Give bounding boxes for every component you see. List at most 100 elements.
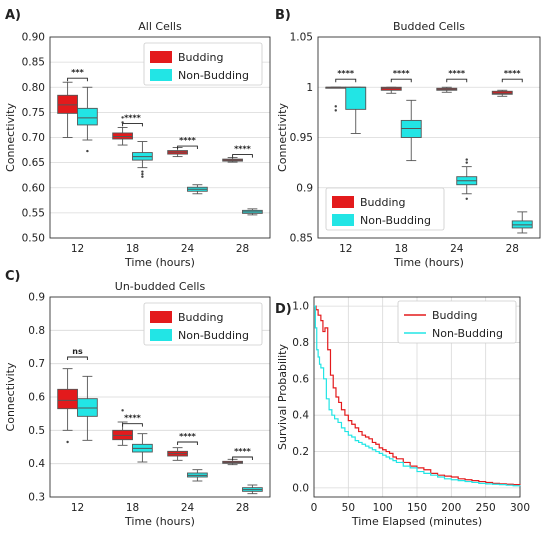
box-body [112, 132, 133, 140]
y-tick-label: 0.4 [292, 410, 309, 422]
significance-bracket [390, 78, 412, 83]
panel-b: B) Budded Cells 0.85 0.9 0.95 1 1.05 Time (hour… [275, 8, 541, 269]
x-tick-label: 200 [441, 502, 461, 514]
legend-label: Budding [360, 196, 406, 209]
box-non-budding-24 [187, 184, 208, 195]
x-tick-label: 28 [236, 243, 249, 255]
box-non-budding-18 [132, 433, 153, 463]
outlier-point [465, 161, 468, 164]
significance-label: **** [124, 113, 142, 122]
y-tick-label: 0.50 [22, 233, 45, 245]
axes-frame [49, 36, 271, 239]
outlier-point [86, 149, 89, 153]
legend-swatch [150, 329, 172, 341]
legend-label: Non-Budding [360, 214, 431, 227]
significance-bracket [67, 77, 88, 82]
x-axis-label: Time Elapsed (minutes) [351, 515, 482, 528]
legend-label: Budding [178, 51, 224, 64]
axes-frame [317, 36, 541, 239]
series-line-budding [314, 305, 521, 486]
box-body [57, 94, 78, 114]
box-budding-18 [112, 409, 133, 446]
significance-label: *** [71, 68, 84, 77]
legend-label: Budding [432, 309, 478, 322]
axes-frame [313, 296, 521, 498]
y-axis-label: Connectivity [276, 103, 289, 172]
significance-label: **** [179, 136, 197, 145]
y-tick-label: 0.8 [28, 325, 45, 337]
outlier-point [465, 158, 468, 161]
outlier-point [141, 170, 144, 173]
significance-label: **** [179, 432, 197, 441]
legend: Budding Non-Budding [325, 187, 445, 231]
y-tick-label: 0.80 [22, 82, 45, 94]
box-non-budding-18 [132, 141, 153, 178]
y-axis-label: Connectivity [4, 362, 17, 431]
y-tick-label: 0.9 [296, 182, 313, 194]
y-tick-label: 0.2 [292, 446, 309, 458]
y-tick-label: 0.70 [22, 132, 45, 144]
box-budding-28 [222, 458, 243, 466]
legend-box [325, 187, 445, 231]
box-body [380, 86, 402, 91]
y-tick-label: 0.55 [22, 207, 45, 219]
box-non-budding-18 [400, 99, 422, 162]
box-body [511, 220, 533, 229]
x-tick-label: 12 [339, 243, 352, 255]
y-tick-label: 1.05 [290, 32, 313, 44]
box-budding-12 [325, 86, 347, 112]
box-non-budding-24 [187, 469, 208, 482]
panel-d: D) 0.0 0.2 0.4 0.6 0.8 1.0 0 50 100 150 200 250 300 Ti… [275, 296, 530, 528]
x-tick-label: 250 [476, 502, 496, 514]
significance-label: **** [448, 69, 466, 78]
panel-letter: D) [275, 302, 292, 317]
box-body [57, 388, 78, 410]
outlier-point [465, 197, 468, 201]
legend-label: Non-Budding [178, 329, 249, 342]
x-tick-label: 24 [181, 502, 195, 514]
legend-swatch [150, 51, 172, 63]
y-tick-label: 0.0 [292, 482, 309, 494]
panel-title: All Cells [138, 20, 182, 33]
panel-title: Un-budded Cells [115, 280, 206, 293]
x-tick-label: 24 [181, 243, 195, 255]
significance-bracket [232, 154, 253, 158]
significance-label: **** [234, 447, 252, 456]
significance-label: **** [393, 69, 411, 78]
box-non-budding-28 [511, 211, 533, 234]
x-tick-label: 12 [71, 243, 84, 255]
box-budding-24 [436, 86, 458, 93]
legend-label: Non-Budding [432, 327, 503, 340]
box-non-budding-12 [345, 86, 367, 134]
legend: Budding Non-Budding [143, 302, 263, 346]
x-tick-label: 18 [126, 243, 139, 255]
box-budding-24 [167, 447, 188, 461]
significance-label: **** [124, 414, 142, 423]
box-non-budding-12 [77, 375, 98, 441]
y-tick-label: 1 [306, 82, 313, 94]
legend-swatch [332, 214, 354, 226]
legend-label: Non-Budding [178, 69, 249, 82]
series-line-non-budding [314, 305, 521, 487]
x-tick-label: 100 [373, 502, 393, 514]
x-axis-label: Time (hours) [124, 515, 195, 528]
legend-swatch [150, 69, 172, 81]
axes-frame [49, 296, 271, 498]
y-tick-label: 0.6 [292, 373, 309, 385]
y-tick-label: 0.65 [22, 157, 45, 169]
box-non-budding-28 [242, 208, 263, 216]
y-tick-label: 0.90 [22, 32, 45, 44]
x-tick-label: 12 [71, 502, 84, 514]
legend-box [143, 42, 263, 86]
legend-box [397, 300, 517, 344]
y-tick-label: 0.4 [28, 458, 45, 470]
x-tick-label: 24 [450, 243, 464, 255]
box-budding-12 [57, 81, 78, 138]
box-body [77, 107, 98, 126]
box-budding-18 [112, 116, 133, 146]
significance-bracket [122, 122, 143, 127]
panel-letter: B) [275, 8, 291, 23]
y-tick-label: 0.60 [22, 182, 45, 194]
significance-bracket [335, 78, 357, 83]
